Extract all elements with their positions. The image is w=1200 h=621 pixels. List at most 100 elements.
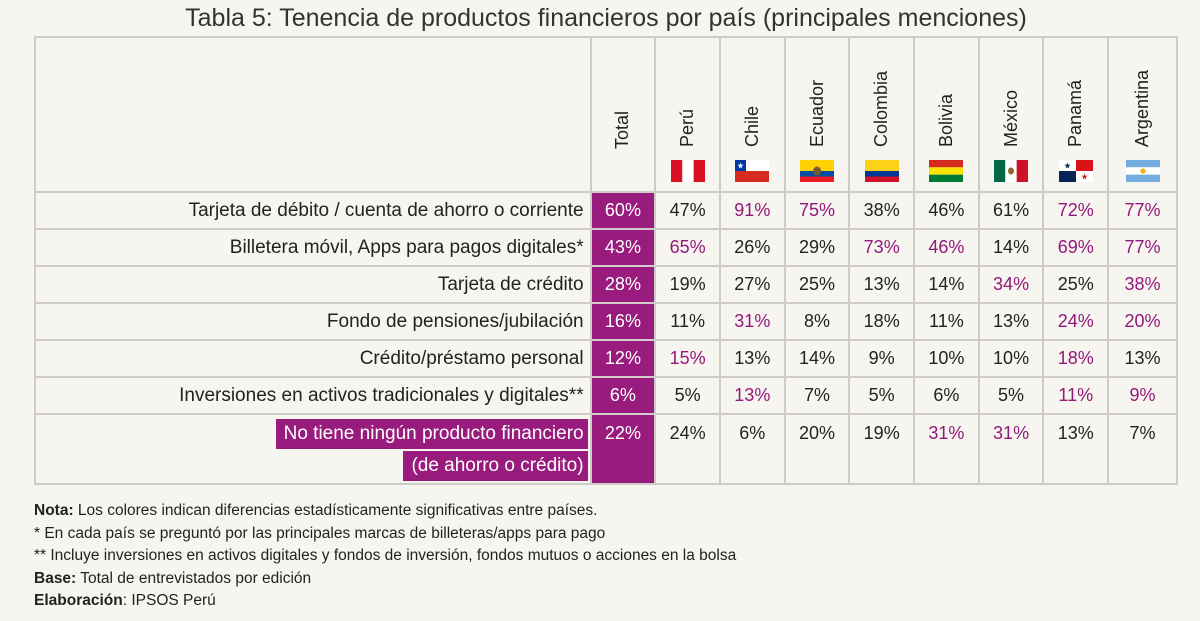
value-cell: 69% xyxy=(1042,228,1110,267)
table-row: Fondo de pensiones/jubilación 16% 11% 31% 8%… xyxy=(34,302,1178,341)
row-label: No tiene ningún producto financiero (de … xyxy=(34,413,592,485)
column-header-ecuador: Ecuador xyxy=(783,36,851,193)
table-row-no-product: No tiene ningún producto financiero (de … xyxy=(34,413,1178,485)
value-cell: 25% xyxy=(1042,265,1110,304)
column-header-label: Bolivia xyxy=(935,93,956,147)
header-row: Total Perú Chile Ecua xyxy=(34,36,1178,193)
value-cell: 65% xyxy=(654,228,721,267)
header-corner xyxy=(34,36,592,193)
chile-flag-icon xyxy=(735,160,770,182)
column-header-label: Total xyxy=(612,110,633,149)
column-header-bolivia: Bolivia xyxy=(913,36,980,193)
value-cell: 24% xyxy=(654,413,721,485)
value-cell: 13% xyxy=(718,376,786,415)
value-cell: 14% xyxy=(977,228,1045,267)
column-header-label: Colombia xyxy=(871,70,892,147)
total-cell: 22% xyxy=(589,413,657,485)
total-cell: 28% xyxy=(589,265,657,304)
table-row: Tarjeta de débito / cuenta de ahorro o c… xyxy=(34,191,1178,230)
table-row: Tarjeta de crédito 28% 19% 27% 25% 13% 14% 34% 2… xyxy=(34,265,1178,304)
value-cell: 11% xyxy=(654,302,721,341)
value-cell: 19% xyxy=(654,265,721,304)
note-text: Los colores indican diferencias estadíst… xyxy=(73,502,598,519)
elaboration-text: : IPSOS Perú xyxy=(122,592,216,609)
note-line: Base: Total de entrevistados por edición xyxy=(34,568,736,591)
column-header-total: Total xyxy=(589,36,657,193)
argentina-flag-icon xyxy=(1125,160,1160,182)
table-row: Inversiones en activos tradicionales y d… xyxy=(34,376,1178,415)
value-cell: 9% xyxy=(848,339,916,378)
note-line: * En cada país se preguntó por las princ… xyxy=(34,524,606,542)
note-line: ** Incluye inversiones en activos digita… xyxy=(34,547,737,564)
note-line: Nota: Los colores indican diferencias es… xyxy=(34,500,736,523)
value-cell: 38% xyxy=(848,191,916,230)
value-cell: 38% xyxy=(1107,265,1178,304)
value-cell: 6% xyxy=(913,376,980,415)
value-cell: 5% xyxy=(977,376,1045,415)
value-cell: 29% xyxy=(783,228,851,267)
value-cell: 6% xyxy=(718,413,786,485)
value-cell: 5% xyxy=(848,376,916,415)
value-cell: 27% xyxy=(718,265,786,304)
value-cell: 15% xyxy=(654,339,721,378)
column-header-label: Perú xyxy=(677,108,698,147)
value-cell: 14% xyxy=(913,265,980,304)
row-label: Tarjeta de débito / cuenta de ahorro o c… xyxy=(34,191,592,230)
column-header-label: Ecuador xyxy=(806,79,827,147)
panama-flag-icon xyxy=(1058,160,1093,182)
base-label: Base: xyxy=(34,569,77,587)
value-cell: 14% xyxy=(783,339,851,378)
column-header-label: Panamá xyxy=(1065,79,1086,147)
value-cell: 20% xyxy=(1107,302,1178,341)
value-cell: 13% xyxy=(1107,339,1178,378)
total-cell: 16% xyxy=(589,302,657,341)
value-cell: 18% xyxy=(848,302,916,341)
value-cell: 13% xyxy=(718,339,786,378)
value-cell: 46% xyxy=(913,191,980,230)
value-cell: 18% xyxy=(1042,339,1110,378)
column-header-label: Chile xyxy=(741,105,762,147)
value-cell: 13% xyxy=(848,265,916,304)
value-cell: 72% xyxy=(1042,191,1110,230)
value-cell: 13% xyxy=(1042,413,1110,485)
column-header-panama: Panamá xyxy=(1042,36,1110,193)
value-cell: 7% xyxy=(783,376,851,415)
bolivia-flag-icon xyxy=(929,160,964,182)
note-label: Nota: xyxy=(34,502,74,519)
row-label: Billetera móvil, Apps para pagos digital… xyxy=(34,228,592,267)
table-title: Tabla 5: Tenencia de productos financier… xyxy=(185,4,1027,32)
column-header-label: México xyxy=(1000,89,1021,147)
base-text: Total de entrevistados por edición xyxy=(76,569,312,587)
value-cell: 13% xyxy=(977,302,1045,341)
row-label-line2: (de ahorro o crédito) xyxy=(403,451,588,481)
row-label-line1: No tiene ningún producto financiero xyxy=(275,419,588,449)
value-cell: 5% xyxy=(654,376,721,415)
value-cell: 91% xyxy=(718,191,786,230)
total-cell: 6% xyxy=(589,376,657,415)
value-cell: 9% xyxy=(1107,376,1178,415)
row-label: Tarjeta de crédito xyxy=(34,265,592,304)
total-cell: 12% xyxy=(589,339,657,378)
value-cell: 26% xyxy=(718,228,786,267)
value-cell: 20% xyxy=(783,413,851,485)
peru-flag-icon xyxy=(670,160,705,182)
total-cell: 43% xyxy=(589,228,657,267)
value-cell: 8% xyxy=(783,302,851,341)
value-cell: 73% xyxy=(848,228,916,267)
colombia-flag-icon xyxy=(864,160,899,182)
column-header-colombia: Colombia xyxy=(848,36,916,193)
value-cell: 34% xyxy=(977,265,1045,304)
value-cell: 7% xyxy=(1107,413,1178,485)
value-cell: 11% xyxy=(1042,376,1110,415)
value-cell: 10% xyxy=(913,339,980,378)
value-cell: 24% xyxy=(1042,302,1110,341)
table-row: Billetera móvil, Apps para pagos digital… xyxy=(34,228,1178,267)
value-cell: 19% xyxy=(848,413,916,485)
column-header-peru: Perú xyxy=(654,36,721,193)
row-label: Inversiones en activos tradicionales y d… xyxy=(34,376,592,415)
value-cell: 31% xyxy=(977,413,1045,485)
value-cell: 75% xyxy=(783,191,851,230)
value-cell: 47% xyxy=(654,191,721,230)
row-label: Crédito/préstamo personal xyxy=(34,339,592,378)
